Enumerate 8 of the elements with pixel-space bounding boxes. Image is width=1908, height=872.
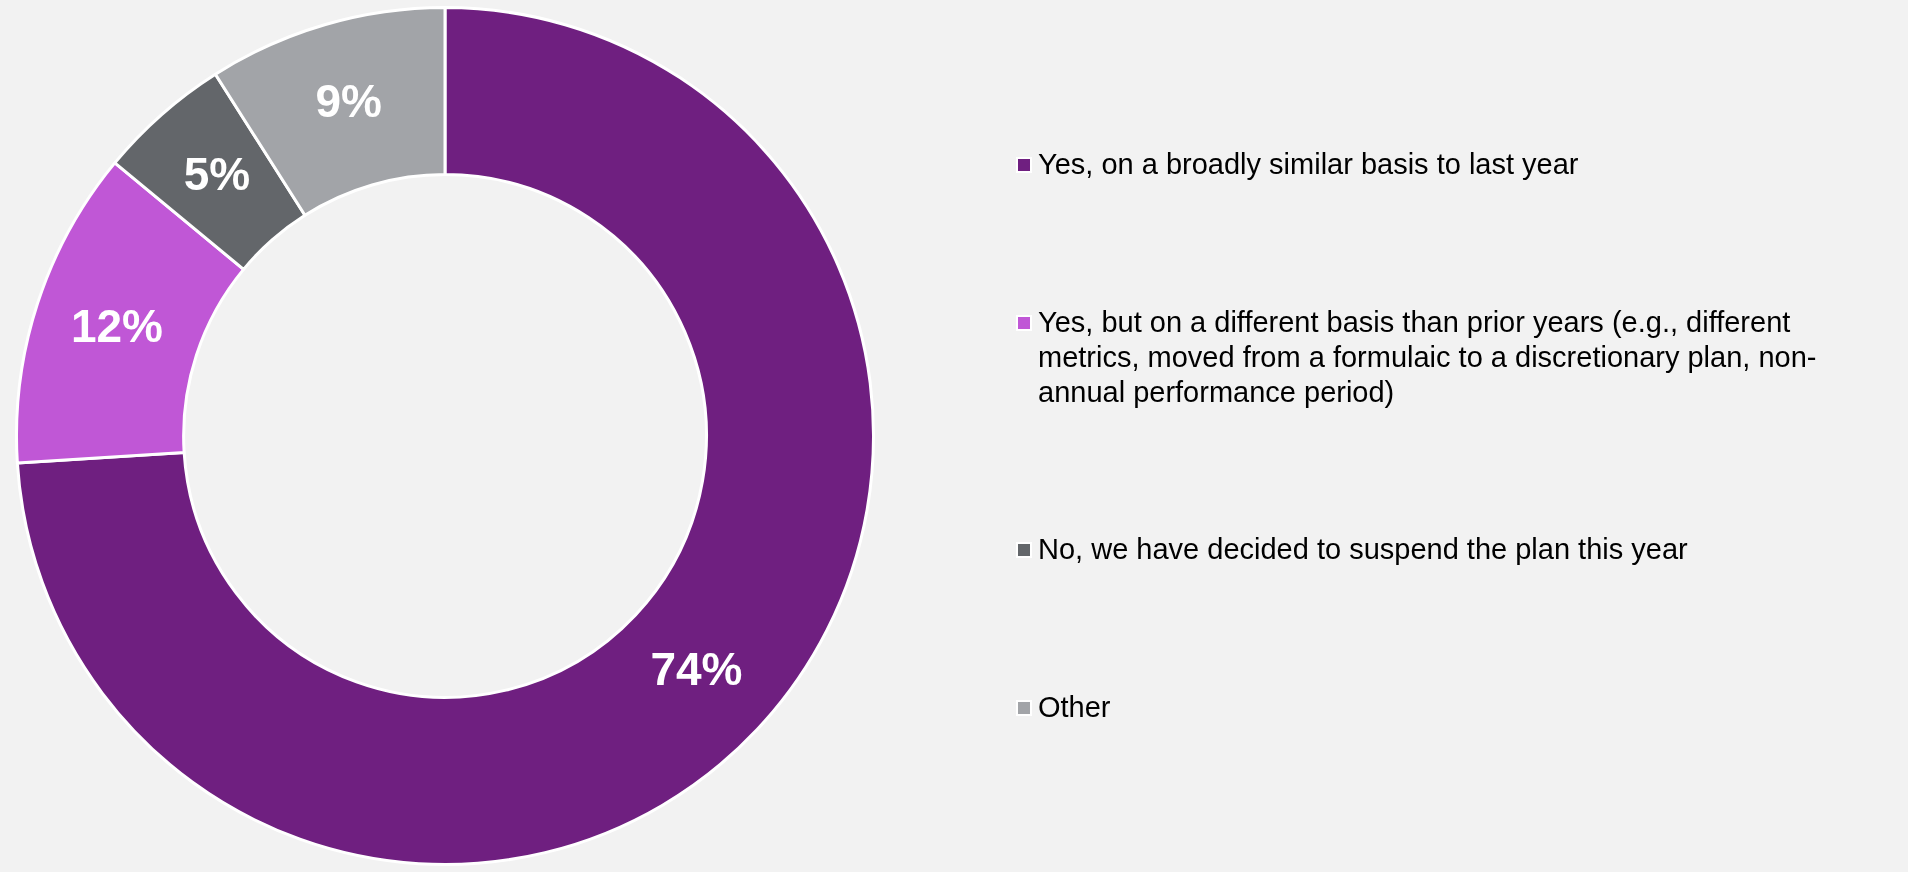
legend-label: No, we have decided to suspend the plan this year xyxy=(1038,532,1688,568)
legend-label: Other xyxy=(1038,689,1111,725)
data-label: 5% xyxy=(183,147,251,200)
data-label: 9% xyxy=(315,75,383,128)
legend-label: Yes, but on a different basis than prior years (e.g., different metrics, moved from a formulaic to a discretionary plan, non-annual performance period) xyxy=(1038,304,1818,410)
legend-label: Yes, on a broadly similar basis to last year xyxy=(1038,147,1579,183)
data-label: 74% xyxy=(650,642,743,695)
data-label: 12% xyxy=(70,300,163,353)
